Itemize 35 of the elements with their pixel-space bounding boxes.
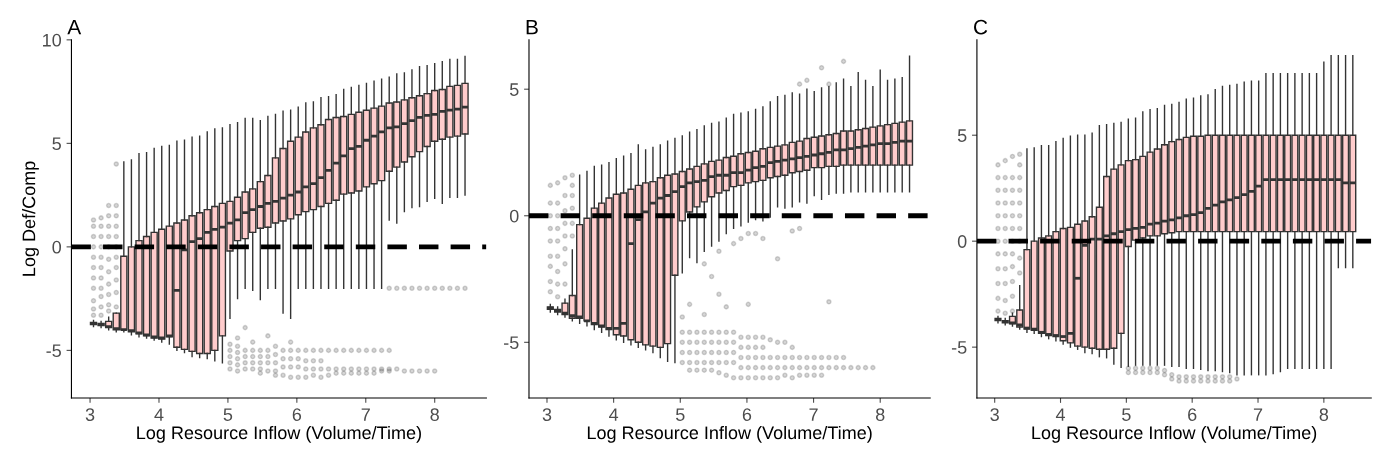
x-tick-label: 8 — [875, 408, 885, 421]
x-tick-label: 3 — [990, 408, 999, 421]
x-tick-label: 4 — [154, 408, 164, 421]
y-tick-label: -5 — [951, 341, 967, 354]
x-axis-title: Log Resource Inflow (Volume/Time) — [137, 425, 421, 443]
x-tick-label: 7 — [361, 408, 370, 421]
x-tick-label: 7 — [1253, 408, 1263, 421]
y-tick-label: 0 — [509, 209, 519, 223]
y-tick-label: 5 — [957, 129, 967, 142]
x-axis-title: Log Resource Inflow (Volume/Time) — [1032, 425, 1317, 443]
y-tick-label: 5 — [52, 137, 61, 151]
chart-title: A — [67, 19, 82, 35]
x-tick-label: 5 — [675, 408, 685, 421]
x-tick-label: 3 — [85, 408, 95, 421]
x-tick-label: 3 — [542, 408, 552, 421]
y-tick-label: 5 — [509, 83, 519, 96]
x-axis-title: Log Resource Inflow (Volume/Time) — [587, 425, 872, 443]
x-tick-label: 4 — [1055, 408, 1066, 421]
x-tick-label: 8 — [430, 408, 439, 421]
x-tick-label: 6 — [742, 408, 752, 421]
chart-title: C — [974, 19, 988, 35]
y-tick-label: 0 — [52, 240, 62, 254]
x-tick-label: 7 — [809, 408, 818, 421]
y-tick-label: 0 — [957, 235, 967, 248]
x-tick-label: 4 — [609, 408, 619, 421]
x-tick-label: 5 — [1122, 408, 1131, 421]
x-tick-label: 6 — [1188, 408, 1197, 421]
x-tick-label: 8 — [1319, 408, 1329, 421]
y-axis-title: Log Def/Comp — [22, 161, 39, 276]
x-tick-label: 5 — [223, 408, 233, 421]
y-tick-label: -5 — [504, 336, 519, 350]
y-tick-label: 10 — [43, 33, 62, 47]
x-tick-label: 6 — [292, 408, 302, 421]
chart-title: B — [526, 19, 538, 35]
y-tick-label: -5 — [46, 344, 61, 358]
